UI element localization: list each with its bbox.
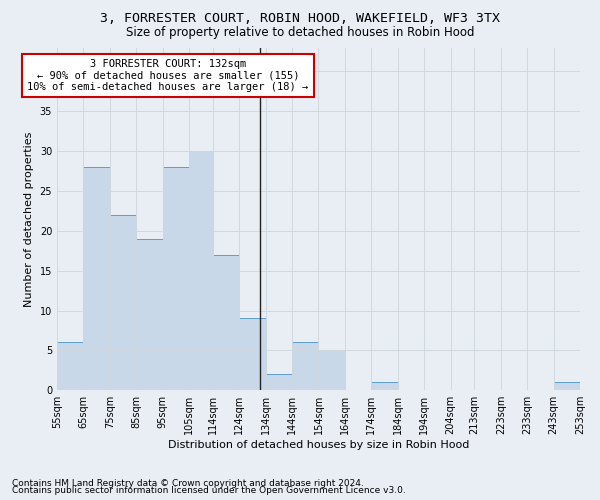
Text: 3, FORRESTER COURT, ROBIN HOOD, WAKEFIELD, WF3 3TX: 3, FORRESTER COURT, ROBIN HOOD, WAKEFIEL… [100,12,500,26]
Bar [110,215,136,390]
Bar [189,151,213,390]
Bar [319,350,345,390]
Bar [554,382,580,390]
Bar [83,167,110,390]
Bar [371,382,398,390]
Bar [266,374,292,390]
Bar [213,254,239,390]
X-axis label: Distribution of detached houses by size in Robin Hood: Distribution of detached houses by size … [168,440,469,450]
Bar [292,342,319,390]
Bar [163,167,189,390]
Bar [57,342,83,390]
Bar [136,239,163,390]
Bar [239,318,266,390]
Text: Size of property relative to detached houses in Robin Hood: Size of property relative to detached ho… [126,26,474,39]
Y-axis label: Number of detached properties: Number of detached properties [24,131,34,306]
Text: 3 FORRESTER COURT: 132sqm
← 90% of detached houses are smaller (155)
10% of semi: 3 FORRESTER COURT: 132sqm ← 90% of detac… [28,59,308,92]
Text: Contains HM Land Registry data © Crown copyright and database right 2024.: Contains HM Land Registry data © Crown c… [12,478,364,488]
Text: Contains public sector information licensed under the Open Government Licence v3: Contains public sector information licen… [12,486,406,495]
